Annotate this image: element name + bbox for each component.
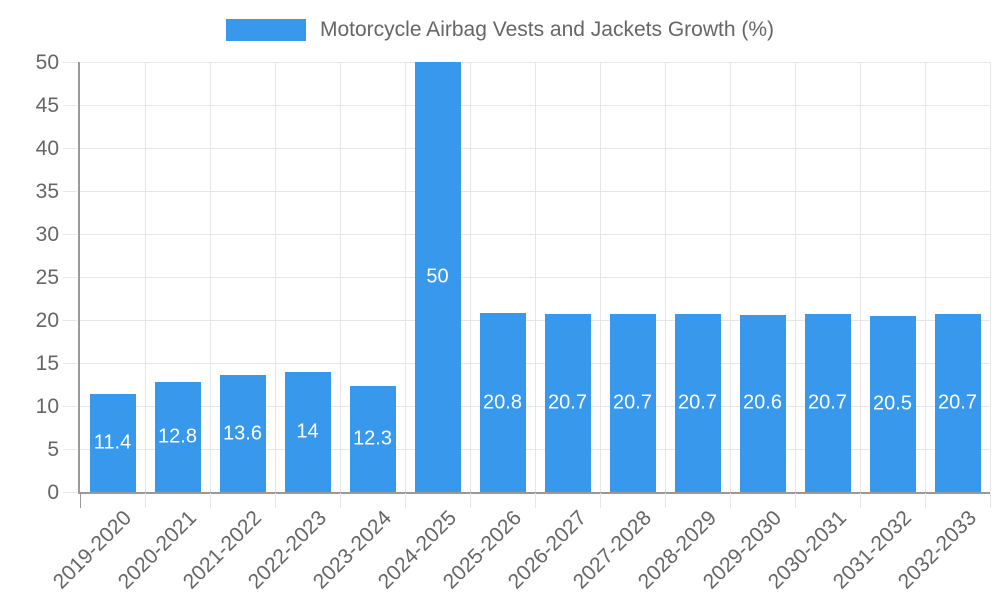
bar[interactable]: 50 [414,62,461,492]
x-gridline [990,62,991,492]
bar-value-label: 14 [296,420,319,443]
x-tick-mark [340,493,341,508]
legend-item[interactable]: Motorcycle Airbag Vests and Jackets Grow… [225,18,774,42]
x-tick-mark [210,493,211,508]
bar-value-label: 50 [426,265,449,288]
bar-value-label: 20.7 [678,391,717,414]
y-tick-mark [63,492,77,493]
bar-value-label: 11.4 [93,431,132,454]
bar-value-label: 20.7 [548,391,587,414]
x-tick-mark [535,493,536,508]
x-tick-mark [600,493,601,508]
x-tick-mark [860,493,861,508]
x-tick-mark [990,493,991,508]
y-axis-tick-label: 10 [35,395,59,418]
x-tick-mark [80,493,81,508]
x-tick-mark [145,493,146,508]
x-tick-mark [275,493,276,508]
bar-value-label: 20.5 [873,392,912,415]
plot-area: 0 5 10 15 20 25 30 35 40 45 50 11.4 2019-2020 12.8 202… [36,52,991,594]
bar[interactable]: 20.8 [479,313,526,492]
x-tick-mark [470,493,471,508]
y-axis-tick-label: 5 [47,438,59,461]
x-gridline [210,62,211,492]
y-axis-tick-label: 45 [35,94,59,117]
bar-value-label: 20.8 [483,391,522,414]
y-tick-mark [63,105,77,106]
bar[interactable]: 14 [284,371,331,492]
bar[interactable]: 20.7 [544,313,591,492]
legend-label: Motorcycle Airbag Vests and Jackets Grow… [319,18,774,41]
y-axis-tick-label: 50 [35,51,59,74]
y-axis-tick-label: 0 [47,481,59,504]
y-axis-tick-label: 15 [35,352,59,375]
x-gridline [860,62,861,492]
bar[interactable]: 20.7 [804,313,851,492]
x-tick-mark [405,493,406,508]
legend-swatch [225,19,306,41]
x-tick-mark [795,493,796,508]
y-tick-mark [63,148,77,149]
x-tick-mark [730,493,731,508]
y-axis-tick-label: 40 [35,137,59,160]
x-gridline [665,62,666,492]
bar-value-label: 20.6 [743,391,782,414]
y-tick-mark [63,191,77,192]
x-gridline [925,62,926,492]
y-tick-mark [63,62,77,63]
bar[interactable]: 20.7 [674,313,721,492]
x-gridline [600,62,601,492]
y-tick-mark [63,277,77,278]
bar[interactable]: 13.6 [219,375,266,492]
x-gridline [145,62,146,492]
bar[interactable]: 11.4 [89,393,136,492]
y-tick-mark [63,234,77,235]
bar[interactable]: 12.8 [154,381,201,492]
bar-value-label: 12.8 [158,425,197,448]
bar[interactable]: 20.7 [934,313,981,492]
x-gridline [730,62,731,492]
x-tick-mark [665,493,666,508]
bar[interactable]: 12.3 [349,386,396,492]
x-gridline [405,62,406,492]
x-gridline [795,62,796,492]
bar-value-label: 20.7 [613,391,652,414]
x-gridline [275,62,276,492]
y-axis-tick-label: 25 [35,266,59,289]
bar-value-label: 20.7 [808,391,847,414]
bar[interactable]: 20.5 [869,315,916,492]
x-gridline [470,62,471,492]
x-gridline [340,62,341,492]
bar[interactable]: 20.7 [609,313,656,492]
bar-value-label: 12.3 [353,427,392,450]
bar-value-label: 13.6 [223,422,262,445]
y-tick-mark [63,363,77,364]
y-axis-tick-label: 20 [35,309,59,332]
x-tick-mark [925,493,926,508]
y-tick-mark [63,406,77,407]
y-axis-tick-label: 30 [35,223,59,246]
y-axis-tick-label: 35 [35,180,59,203]
y-tick-mark [63,449,77,450]
y-tick-mark [63,320,77,321]
legend: Motorcycle Airbag Vests and Jackets Grow… [0,18,1000,42]
bar-value-label: 20.7 [938,391,977,414]
x-gridline [535,62,536,492]
bar[interactable]: 20.6 [739,314,786,492]
